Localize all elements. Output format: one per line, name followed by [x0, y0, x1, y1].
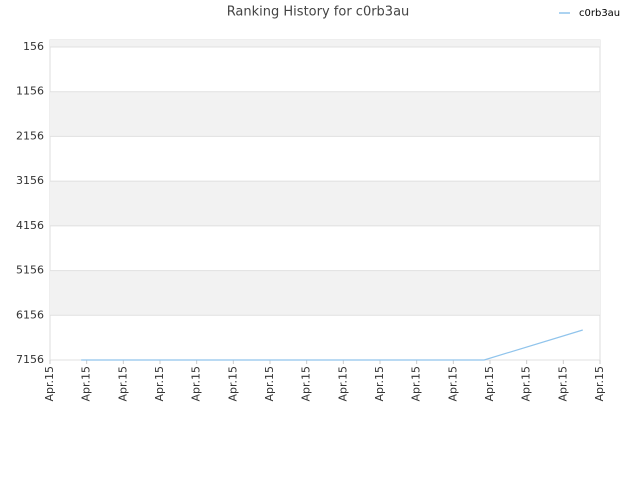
y-tick-label: 1156	[16, 85, 44, 98]
x-tick-label: Apr.15	[483, 366, 496, 402]
x-tick-label: Apr.15	[43, 366, 56, 402]
y-tick-label: 7156	[16, 353, 44, 366]
x-tick-label: Apr.15	[410, 366, 423, 402]
x-tick-label: Apr.15	[226, 366, 239, 402]
x-tick-label: Apr.15	[556, 366, 569, 402]
y-tick-label: 156	[23, 40, 44, 53]
y-tick-label: 5156	[16, 264, 44, 277]
legend-label: c0rb3au	[579, 8, 620, 19]
grid-band	[50, 181, 600, 226]
x-tick-label: Apr.15	[373, 366, 386, 402]
grid-band	[50, 270, 600, 316]
x-tick-label: Apr.15	[300, 366, 313, 402]
x-tick-label: Apr.15	[116, 366, 129, 402]
grid-band	[50, 40, 600, 47]
y-tick-label: 3156	[16, 174, 44, 187]
x-tick-label: Apr.15	[446, 366, 459, 402]
x-tick-label: Apr.15	[336, 366, 349, 402]
line	[81, 329, 583, 361]
x-tick-label: Apr.15	[263, 366, 276, 402]
y-tick-label: 6156	[16, 308, 44, 321]
chart-title: Ranking History for c0rb3au	[227, 5, 410, 20]
y-tick-label: 4156	[16, 219, 44, 232]
grid-band	[50, 91, 600, 137]
x-tick-label: Apr.15	[190, 366, 203, 402]
x-tick-label: Apr.15	[80, 366, 93, 402]
y-tick-label: 2156	[16, 129, 44, 142]
x-tick-label: Apr.15	[593, 366, 606, 402]
x-tick-label: Apr.15	[520, 366, 533, 402]
x-tick-label: Apr.15	[153, 366, 166, 402]
